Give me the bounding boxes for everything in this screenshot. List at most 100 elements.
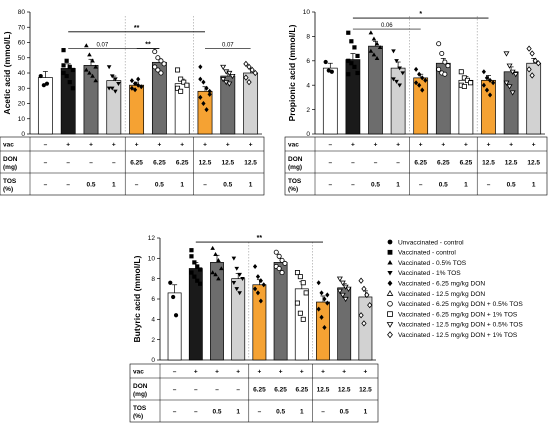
data-point	[195, 278, 200, 283]
table-cell: +	[89, 141, 93, 148]
data-point	[252, 263, 258, 269]
y-tick-label: 4	[306, 82, 310, 89]
table-cell: +	[236, 368, 240, 375]
data-point	[161, 61, 167, 67]
data-point	[436, 41, 442, 47]
table-cell: 1	[364, 408, 368, 415]
legend-label: Vaccinated - 6.25 mg/kg DON	[398, 281, 485, 288]
table-cell: +	[342, 368, 346, 375]
data-point	[198, 94, 203, 100]
bar-1	[322, 67, 338, 135]
data-point	[316, 280, 321, 286]
data-point	[255, 290, 261, 296]
y-tick-label: 0	[151, 357, 155, 364]
data-point	[246, 79, 252, 86]
data-point	[445, 63, 451, 69]
data-point	[216, 276, 221, 281]
data-point	[106, 65, 112, 70]
data-point	[420, 87, 425, 93]
legend-marker	[386, 322, 394, 328]
table-row-label: DON	[288, 156, 303, 163]
data-point	[168, 280, 173, 285]
data-point	[113, 77, 118, 82]
data-point	[204, 107, 209, 113]
data-point	[70, 86, 75, 91]
data-point	[258, 298, 263, 304]
table-cell: +	[374, 141, 378, 148]
table-cell: 0.5	[371, 181, 380, 188]
data-point	[374, 56, 380, 61]
data-point	[175, 67, 181, 73]
bar-2	[345, 59, 361, 135]
significance-label: 0.06	[381, 23, 393, 29]
chart-panel-2: 0 2 4 6 8 10 Propionic acid (mmol/L) * 0.06	[287, 9, 545, 138]
table-cell: +	[180, 141, 184, 148]
table-cell: –	[66, 181, 70, 188]
y-tick-label: 70	[18, 24, 26, 31]
table-cell: 1	[249, 181, 253, 188]
legend-label: Vaccinated - 12.5 mg/kg DON + 0.5% TOS	[398, 322, 523, 329]
data-point	[109, 86, 115, 91]
data-point	[90, 73, 95, 78]
table-cell: 12.5	[244, 159, 257, 166]
data-point	[391, 77, 396, 82]
data-point	[213, 251, 218, 256]
data-point	[336, 276, 343, 282]
data-point	[436, 66, 442, 72]
data-point	[261, 282, 266, 288]
data-point	[374, 41, 380, 46]
data-point	[303, 290, 309, 296]
data-point	[139, 84, 144, 90]
data-point	[282, 260, 288, 266]
table-cell: 12.5	[505, 159, 518, 166]
data-point	[61, 63, 66, 68]
data-point	[342, 296, 349, 303]
table-cell: +	[203, 141, 207, 148]
data-point	[322, 296, 327, 302]
table-border	[129, 363, 379, 423]
table-cell: +	[419, 141, 423, 148]
data-point	[279, 257, 285, 263]
table-cell: –	[135, 181, 139, 188]
data-point	[529, 72, 535, 79]
y-tick-label: 50	[18, 55, 26, 62]
table-row-sublabel: (%)	[288, 186, 298, 193]
legend-label: Vaccinated - 0.5% TOS	[398, 260, 467, 267]
table-cell: –	[173, 408, 177, 415]
legend-label: Unvaccinated - control	[398, 239, 464, 246]
data-point	[87, 70, 92, 75]
y-tick-label: 12	[148, 235, 156, 242]
legend-label: Vaccinated - 6.25 mg/kg DON + 1% TOS	[398, 311, 518, 318]
legend-marker	[387, 239, 393, 245]
data-point	[210, 270, 215, 275]
data-point	[367, 301, 373, 309]
table-cell: 6.25	[295, 386, 308, 393]
table-cell: –	[44, 141, 48, 148]
data-point	[509, 69, 516, 75]
data-point	[220, 77, 227, 83]
y-tick-label: 2	[151, 337, 155, 344]
table-cell: +	[487, 141, 491, 148]
data-point	[316, 306, 321, 312]
legend-marker	[386, 290, 394, 296]
y-tick-label: 80	[18, 9, 26, 16]
y-tick-label: 6	[306, 58, 310, 65]
table-cell: –	[258, 408, 262, 415]
data-point	[294, 270, 300, 276]
table-row-label: TOS	[288, 178, 302, 185]
data-point	[192, 274, 197, 279]
significance-label: 0.07	[222, 43, 234, 49]
data-point	[38, 73, 43, 79]
table-cell: +	[441, 141, 445, 148]
data-point	[84, 67, 89, 72]
table-cell: –	[351, 181, 355, 188]
data-point	[417, 71, 422, 77]
table-cell: –	[396, 159, 400, 166]
data-point	[220, 64, 227, 71]
y-tick-label: 2	[306, 107, 310, 114]
data-point	[234, 266, 240, 271]
table-row-label: DON	[3, 156, 18, 163]
table-cell: –	[328, 181, 332, 188]
table-cell: 0.5	[439, 181, 448, 188]
data-point	[129, 85, 135, 91]
